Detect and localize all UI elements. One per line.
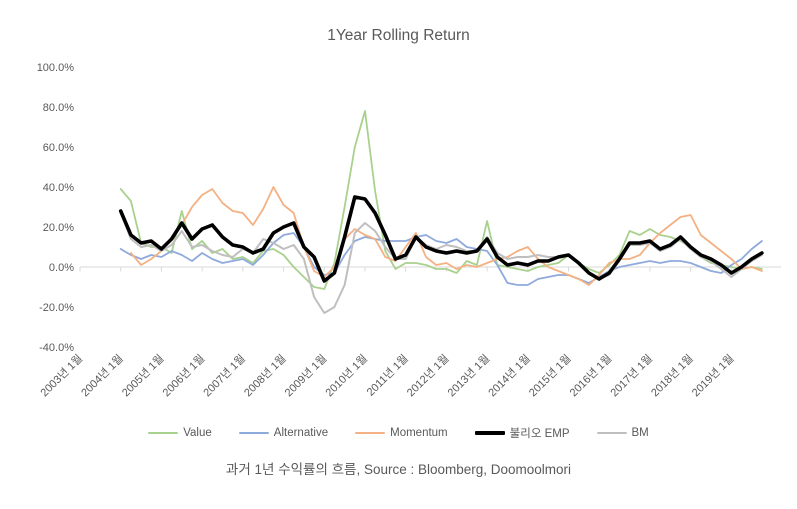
x-tick-label: 2004년 1월 [79,352,126,399]
legend-item-4: 불리오 EMP [474,425,570,441]
series-line-2 [119,232,763,286]
series-line-4 [118,195,764,283]
legend-line-swatch [355,432,386,434]
legend-label: 불리오 EMP [509,428,570,440]
legend-line-swatch [148,432,179,434]
series-line-1 [119,110,763,290]
series-line-3 [129,186,763,286]
y-tick-label: -40.0% [39,342,74,354]
y-tick-label: -20.0% [39,302,74,314]
legend-label: Alternative [273,427,329,439]
legend-item-2: Alternative [238,427,329,439]
x-tick-label: 2017년 1월 [608,352,655,399]
y-tick-label: 20.0% [43,222,74,234]
x-tick-label: 2009년 1월 [282,352,329,399]
x-tick-label: 2006년 1월 [160,352,207,399]
y-tick-label: 80.0% [43,102,74,114]
y-tick-label: 100.0% [37,62,75,74]
x-tick-label: 2018년 1월 [648,352,695,399]
x-tick-label: 2007년 1월 [201,352,248,399]
legend-label: Value [183,427,212,439]
x-tick-label: 2010년 1월 [323,352,370,399]
legend: Value Alternative Momentum 불리오 EMP BM [0,425,797,441]
x-tick-label: 2012년 1월 [404,352,451,399]
x-tick-label: 2013년 1월 [445,352,492,399]
legend-line-swatch [474,431,505,435]
y-tick-label: 60.0% [43,142,74,154]
chart-title: 1Year Rolling Return [327,27,470,44]
x-tick-label: 2005년 1월 [119,352,166,399]
x-tick-label: 2011년 1월 [364,352,411,399]
x-tick-label: 2003년 1월 [38,352,85,399]
legend-item-5: BM [596,427,649,439]
y-tick-label: 0.0% [49,262,74,274]
legend-line-swatch [596,432,627,434]
legend-line-swatch [238,432,269,434]
legend-label: Momentum [390,427,448,439]
caption: 과거 1년 수익률의 흐름, Source : Bloomberg, Doomo… [225,462,572,477]
x-tick-label: 2019년 1월 [689,352,736,399]
x-tick-label: 2008년 1월 [241,352,288,399]
y-tick-label: 40.0% [43,182,74,194]
legend-label: BM [631,427,649,439]
x-tick-label: 2016년 1월 [567,352,614,399]
x-tick-label: 2014년 1월 [486,352,533,399]
legend-item-3: Momentum [355,427,448,439]
legend-item-1: Value [148,427,212,439]
x-tick-label: 2015년 1월 [526,352,573,399]
